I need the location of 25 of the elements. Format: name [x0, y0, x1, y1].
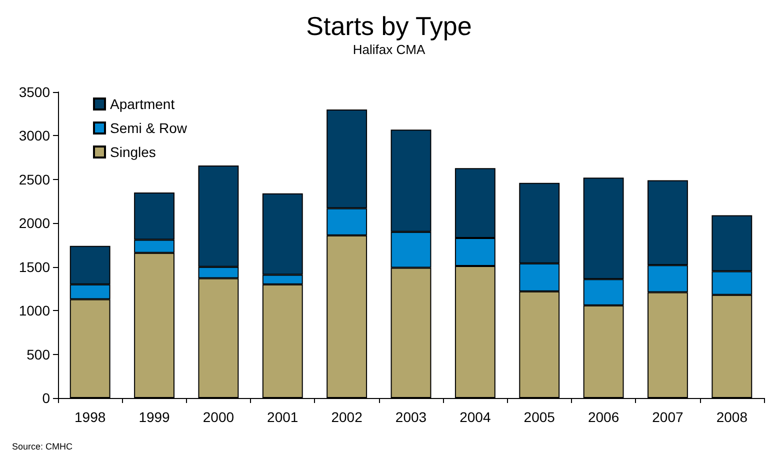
y-tick-label: 3500	[18, 84, 50, 100]
source-note: Source: CMHC	[12, 442, 74, 452]
x-tick-label: 2005	[524, 409, 556, 425]
legend-label: Semi & Row	[110, 120, 188, 136]
legend-label: Singles	[110, 144, 156, 160]
x-tick-label: 2006	[588, 409, 620, 425]
y-tick-label: 0	[42, 390, 50, 406]
x-tick-label: 2007	[652, 409, 684, 425]
x-tick-label: 2004	[460, 409, 491, 425]
y-tick-label: 2500	[18, 171, 50, 188]
chart-subtitle: Halifax CMA	[352, 42, 426, 57]
x-tick-label: 2000	[202, 409, 234, 425]
legend-label: Apartment	[110, 96, 175, 112]
y-tick-label: 1500	[18, 258, 50, 275]
chart-title: Starts by Type	[306, 11, 472, 41]
x-tick-label: 2002	[331, 409, 363, 425]
y-tick-label: 1000	[18, 302, 50, 319]
x-tick-label: 2003	[395, 409, 427, 425]
x-tick-label: 2001	[267, 409, 298, 425]
x-tick-label: 2008	[716, 409, 748, 425]
y-tick-label: 2000	[18, 215, 50, 232]
x-tick-label: 1998	[74, 409, 106, 425]
x-tick-label: 1999	[138, 409, 170, 425]
y-tick-label: 3000	[18, 128, 50, 144]
y-tick-label: 500	[26, 346, 50, 362]
